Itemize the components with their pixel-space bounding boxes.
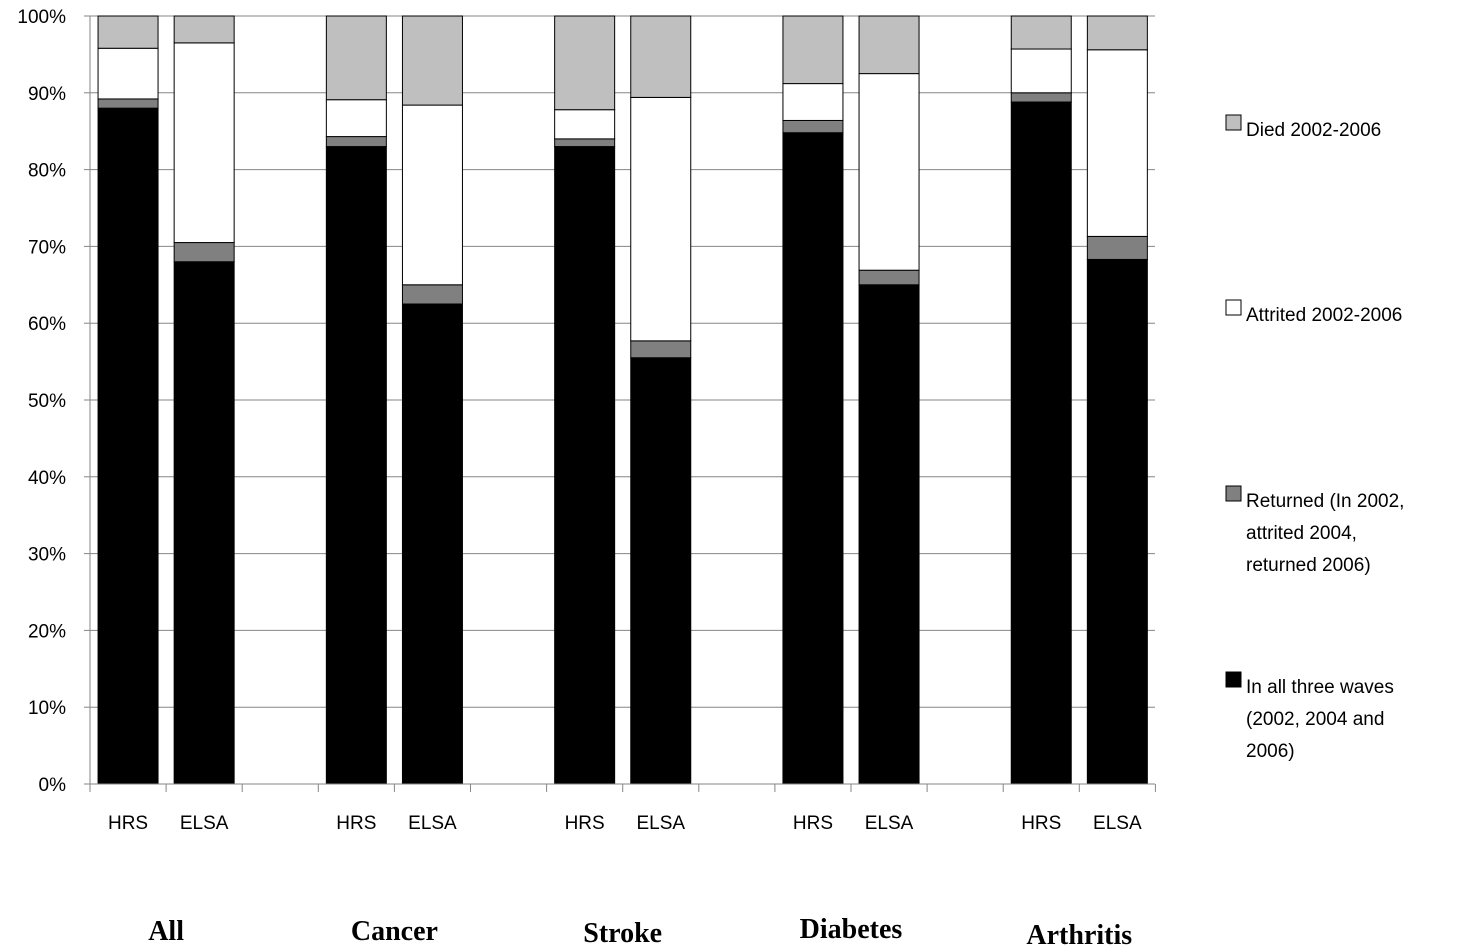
y-tick-label: 30%	[28, 545, 66, 566]
category-label: HRS	[565, 813, 605, 834]
bar-segment-returned	[173, 242, 235, 263]
bar-segment-in	[554, 146, 616, 785]
bar-segment-returned	[325, 136, 387, 148]
category-label: ELSA	[180, 813, 229, 834]
bar-segment-in	[401, 303, 463, 785]
bar-segment-returned	[782, 119, 844, 134]
bar-segment-died	[1086, 15, 1148, 51]
bar-segment-in	[1086, 258, 1148, 785]
group-label: Stroke	[583, 918, 662, 949]
category-label: HRS	[793, 813, 833, 834]
bar-segment-in	[97, 107, 159, 785]
bar-segment-attrited	[401, 104, 463, 286]
bar-segment-attrited	[630, 96, 692, 342]
legend: Died 2002-2006 Attrited 2002-2006 Returned…	[1225, 114, 1404, 762]
bar-segment-returned	[630, 340, 692, 359]
y-tick-label: 20%	[28, 621, 66, 642]
y-tick-label: 90%	[28, 84, 66, 105]
group-label: Diabetes	[800, 914, 903, 945]
y-tick-labels: 0% 10% 20% 30% 40% 50% 60% 70% 80% 90% 100%	[17, 7, 66, 796]
legend-label: Attrited 2002-2006	[1246, 305, 1402, 326]
bar-segment-died	[325, 15, 387, 101]
category-label: ELSA	[1093, 813, 1142, 834]
group-labels: All Cancer Stroke Diabetes Arthritis	[148, 914, 1132, 950]
category-label: ELSA	[865, 813, 914, 834]
bar-segment-attrited	[858, 73, 920, 271]
y-tick-label: 0%	[39, 775, 67, 796]
bar-segment-died	[782, 15, 844, 85]
bar-segment-attrited	[782, 83, 844, 121]
legend-swatch	[1225, 114, 1242, 131]
bar-segment-returned	[858, 269, 920, 286]
legend-label: Returned (In 2002,	[1246, 491, 1404, 512]
legend-label: 2006)	[1246, 741, 1295, 762]
bar-segment-attrited	[1086, 49, 1148, 237]
bar-segment-died	[630, 15, 692, 98]
bar-segment-returned	[1010, 92, 1072, 103]
bar-segment-died	[401, 15, 463, 106]
bar-segment-in	[630, 357, 692, 785]
bar-segment-died	[1010, 15, 1072, 50]
y-tick-label: 40%	[28, 468, 66, 489]
bar-segment-in	[858, 284, 920, 785]
category-label: HRS	[1021, 813, 1061, 834]
category-label: HRS	[108, 813, 148, 834]
bar-segment-died	[97, 15, 159, 49]
bar-segment-attrited	[173, 42, 235, 244]
bar-segment-died	[858, 15, 920, 75]
bar-segment-attrited	[97, 47, 159, 100]
bar-segment-died	[554, 15, 616, 111]
category-label: HRS	[336, 813, 376, 834]
legend-label: Died 2002-2006	[1246, 120, 1381, 141]
bar-segment-in	[173, 261, 235, 785]
axes	[84, 15, 1156, 792]
bar-segment-returned	[97, 98, 159, 109]
legend-swatch	[1225, 299, 1242, 316]
group-label: Arthritis	[1026, 920, 1132, 950]
category-labels: HRS ELSA HRS ELSA HRS ELSA HRS ELSA HRS ELSA	[108, 813, 1142, 834]
y-tick-label: 60%	[28, 314, 66, 335]
bar-segment-died	[173, 15, 235, 44]
category-label: ELSA	[636, 813, 685, 834]
y-tick-label: 100%	[17, 7, 66, 28]
legend-swatch	[1225, 671, 1242, 688]
legend-swatch	[1225, 485, 1242, 502]
y-tick-label: 50%	[28, 391, 66, 412]
gridlines	[90, 15, 1155, 785]
group-label: All	[148, 916, 184, 947]
bars	[97, 15, 1148, 785]
bar-segment-returned	[1086, 235, 1148, 260]
bar-segment-attrited	[554, 109, 616, 140]
group-label: Cancer	[351, 916, 438, 947]
bar-segment-in	[325, 146, 387, 785]
legend-label: In all three waves	[1246, 677, 1394, 698]
bar-segment-attrited	[325, 99, 387, 138]
bar-segment-returned	[401, 284, 463, 305]
y-tick-label: 80%	[28, 161, 66, 182]
bar-segment-in	[782, 132, 844, 785]
bar-segment-returned	[554, 138, 616, 148]
category-label: ELSA	[408, 813, 457, 834]
legend-label: attrited 2004,	[1246, 523, 1357, 544]
legend-label: returned 2006)	[1246, 555, 1371, 576]
y-tick-label: 10%	[28, 698, 66, 719]
legend-label: (2002, 2004 and	[1246, 709, 1384, 730]
bar-segment-in	[1010, 101, 1072, 785]
y-tick-label: 70%	[28, 237, 66, 258]
bar-segment-attrited	[1010, 48, 1072, 94]
